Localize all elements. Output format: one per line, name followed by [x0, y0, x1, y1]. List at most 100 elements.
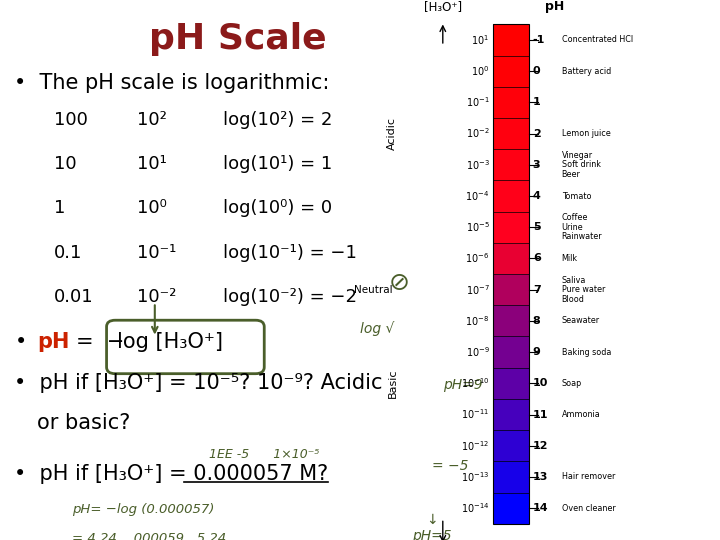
Text: $10^{-11}$: $10^{-11}$	[462, 408, 490, 421]
Text: $10^{-12}$: $10^{-12}$	[462, 439, 490, 453]
Text: 10⁻¹: 10⁻¹	[137, 244, 176, 261]
Bar	[493, 149, 529, 180]
Text: pH Scale: pH Scale	[149, 22, 326, 56]
Bar	[493, 212, 529, 243]
Text: 4: 4	[533, 191, 541, 201]
Text: 10⁰: 10⁰	[137, 199, 166, 217]
Text: $10^{1}$: $10^{1}$	[472, 33, 490, 47]
Text: $10^{-13}$: $10^{-13}$	[462, 470, 490, 484]
Bar	[493, 430, 529, 461]
Text: $10^{-6}$: $10^{-6}$	[465, 252, 490, 265]
Text: log(10²) = 2: log(10²) = 2	[223, 111, 333, 129]
Text: 11: 11	[533, 409, 549, 420]
Text: 10¹: 10¹	[137, 155, 166, 173]
Text: Soap: Soap	[562, 379, 582, 388]
Text: $10^{-14}$: $10^{-14}$	[461, 501, 490, 515]
Text: 8: 8	[533, 316, 541, 326]
Text: Saliva
Pure water
Blood: Saliva Pure water Blood	[562, 276, 605, 303]
Text: $10^{-8}$: $10^{-8}$	[466, 314, 490, 328]
Text: Hair remover: Hair remover	[562, 472, 615, 482]
Bar	[493, 24, 529, 56]
Text: log(10⁻²) = −2: log(10⁻²) = −2	[223, 288, 357, 306]
Text: Tomato: Tomato	[562, 192, 591, 200]
Text: $10^{-10}$: $10^{-10}$	[461, 376, 490, 390]
Text: 9: 9	[533, 347, 541, 357]
Bar	[493, 118, 529, 149]
Bar	[493, 56, 529, 87]
Text: $10^{-4}$: $10^{-4}$	[465, 189, 490, 203]
Text: $10^{-2}$: $10^{-2}$	[466, 127, 490, 140]
Text: = 4.24   .000059   5.24: = 4.24 .000059 5.24	[72, 532, 226, 540]
Bar	[493, 399, 529, 430]
Bar	[493, 461, 529, 492]
Text: pH: pH	[37, 332, 70, 352]
Text: Battery acid: Battery acid	[562, 66, 611, 76]
Text: 1EE -5      1×10⁻⁵: 1EE -5 1×10⁻⁵	[209, 448, 319, 461]
Bar	[493, 87, 529, 118]
Text: 3: 3	[533, 160, 541, 170]
Text: Concentrated HCl: Concentrated HCl	[562, 36, 633, 44]
Text: Neutral: Neutral	[354, 285, 392, 295]
Text: Vinegar
Soft drink
Beer: Vinegar Soft drink Beer	[562, 151, 600, 179]
Text: 10⁻²: 10⁻²	[137, 288, 176, 306]
Text: or basic?: or basic?	[37, 413, 131, 433]
Text: •: •	[14, 332, 27, 352]
Text: 100: 100	[54, 111, 88, 129]
Text: •  pH if [H₃O⁺] = 10⁻⁵? 10⁻⁹? Acidic: • pH if [H₃O⁺] = 10⁻⁵? 10⁻⁹? Acidic	[14, 373, 383, 393]
Text: Seawater: Seawater	[562, 316, 600, 326]
Text: 10: 10	[533, 379, 548, 388]
Text: log(10⁻¹) = −1: log(10⁻¹) = −1	[223, 244, 357, 261]
Bar	[493, 492, 529, 524]
Bar	[493, 180, 529, 212]
Text: = −5: = −5	[432, 459, 469, 473]
Bar	[493, 368, 529, 399]
Text: pH=9: pH=9	[443, 378, 482, 392]
Text: log √: log √	[360, 321, 395, 336]
Text: $10^{-7}$: $10^{-7}$	[466, 283, 490, 296]
Text: Lemon juice: Lemon juice	[562, 129, 611, 138]
Text: 5: 5	[533, 222, 541, 232]
Text: $10^{-1}$: $10^{-1}$	[466, 96, 490, 109]
Text: 13: 13	[533, 472, 548, 482]
Bar	[493, 305, 529, 336]
Text: ⊘: ⊘	[389, 272, 410, 295]
Text: 0: 0	[533, 66, 541, 76]
Text: 10²: 10²	[137, 111, 166, 129]
Text: Baking soda: Baking soda	[562, 348, 611, 356]
Text: 0.1: 0.1	[54, 244, 82, 261]
Text: log [H₃O⁺]: log [H₃O⁺]	[117, 332, 223, 352]
Text: •  pH if [H₃O⁺] = 0.000057 M?: • pH if [H₃O⁺] = 0.000057 M?	[14, 464, 328, 484]
Text: $10^{-3}$: $10^{-3}$	[466, 158, 490, 172]
Text: 12: 12	[533, 441, 549, 451]
Text: 7: 7	[533, 285, 541, 295]
Text: 1: 1	[533, 97, 541, 107]
Bar	[493, 243, 529, 274]
Bar	[493, 24, 529, 524]
Text: 0.01: 0.01	[54, 288, 94, 306]
Text: Basic: Basic	[387, 369, 397, 398]
Text: Oven cleaner: Oven cleaner	[562, 504, 616, 512]
Text: $10^{-5}$: $10^{-5}$	[466, 220, 490, 234]
Bar	[493, 274, 529, 305]
Text: Milk: Milk	[562, 254, 577, 263]
Text: $10^{-9}$: $10^{-9}$	[466, 345, 490, 359]
Text: Ammonia: Ammonia	[562, 410, 600, 419]
Text: $10^{0}$: $10^{0}$	[471, 64, 490, 78]
Text: [H₃O⁺]: [H₃O⁺]	[424, 0, 462, 13]
Text: =  −: = −	[76, 332, 124, 352]
Text: 14: 14	[533, 503, 549, 513]
Text: log(10⁰) = 0: log(10⁰) = 0	[223, 199, 333, 217]
Text: ↓
pH=5: ↓ pH=5	[412, 513, 452, 540]
Text: 6: 6	[533, 253, 541, 264]
Bar	[493, 336, 529, 368]
Text: log(10¹) = 1: log(10¹) = 1	[223, 155, 333, 173]
Text: 2: 2	[533, 129, 541, 139]
Text: •  The pH scale is logarithmic:: • The pH scale is logarithmic:	[14, 73, 330, 93]
Text: 1: 1	[54, 199, 66, 217]
Text: pH= −log (0.000057): pH= −log (0.000057)	[72, 503, 215, 516]
Text: -1: -1	[533, 35, 545, 45]
Text: Acidic: Acidic	[387, 117, 397, 150]
Text: pH: pH	[545, 0, 564, 13]
Text: 10: 10	[54, 155, 76, 173]
Text: Coffee
Urine
Rainwater: Coffee Urine Rainwater	[562, 213, 602, 241]
